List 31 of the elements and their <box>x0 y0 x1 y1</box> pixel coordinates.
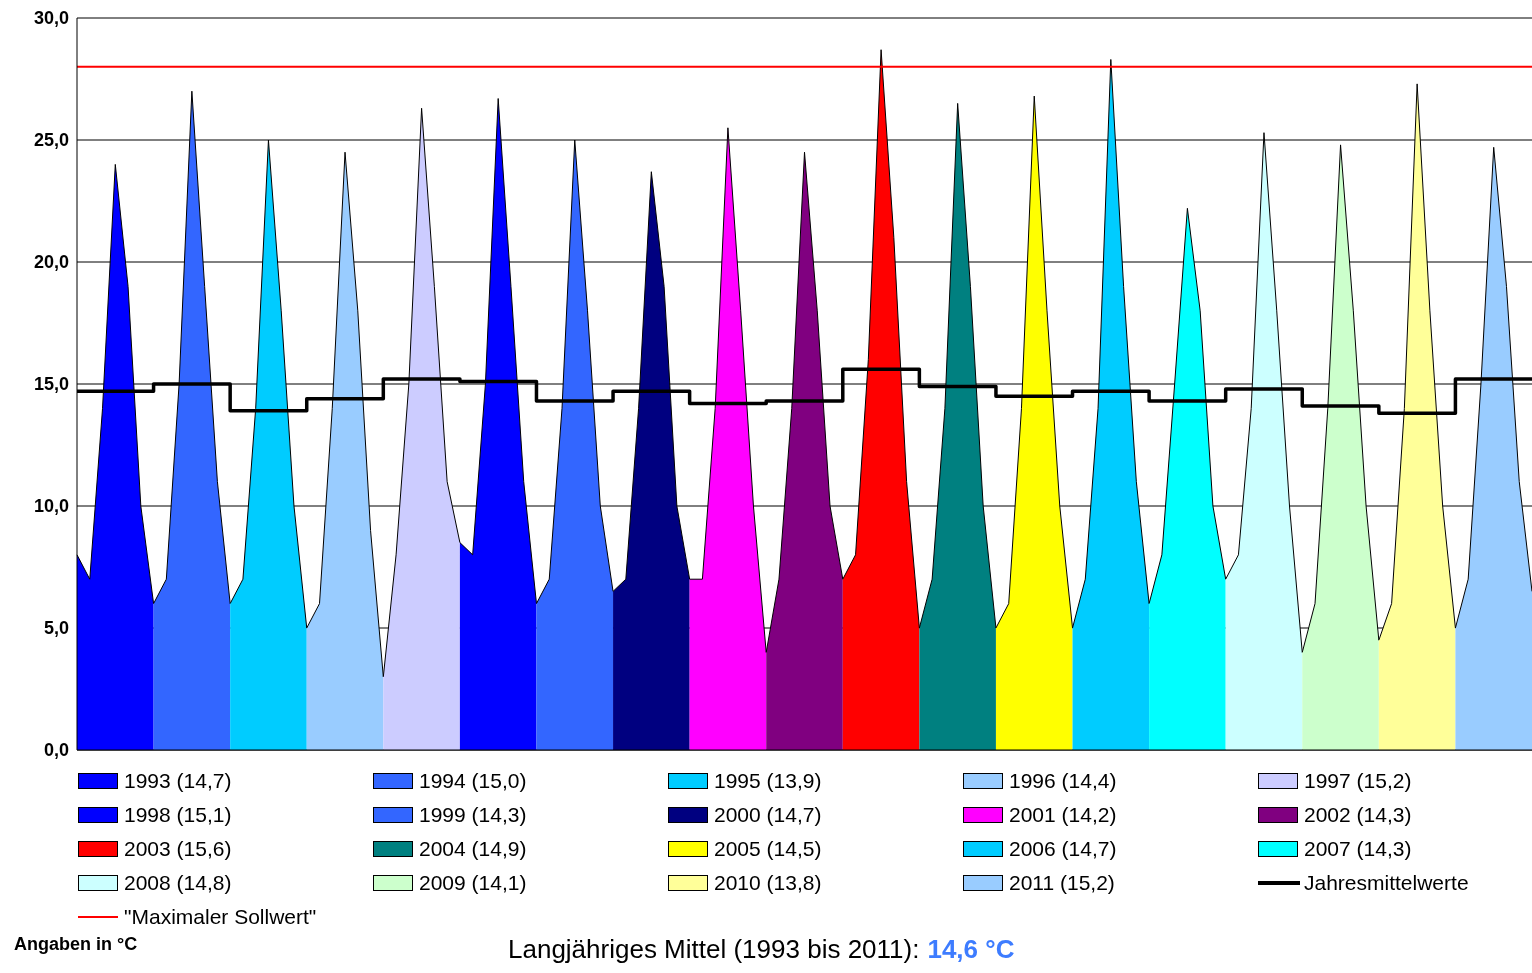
y-tick-label: 5,0 <box>43 618 69 639</box>
text: Langjähriges Mittel (1993 bis 2011): <box>508 934 920 964</box>
y-tick-label: 30,0 <box>33 8 69 29</box>
text: Angaben in °C <box>14 934 138 955</box>
legend-label: 1997 (15,2) <box>1304 769 1412 793</box>
legend-label: 2008 (14,8) <box>124 871 232 895</box>
legend-label: "Maximaler Sollwert" <box>124 905 317 929</box>
legend-label: 2000 (14,7) <box>714 803 822 827</box>
y-tick-label: 25,0 <box>33 130 69 151</box>
legend-label: 2003 (15,6) <box>124 837 232 861</box>
legend-label: 2001 (14,2) <box>1009 803 1117 827</box>
legend-label: 1996 (14,4) <box>1009 769 1117 793</box>
y-tick-label: 10,0 <box>33 496 69 517</box>
legend-label: 2006 (14,7) <box>1009 837 1117 861</box>
y-tick-label: 20,0 <box>33 252 69 273</box>
legend-label: 1994 (15,0) <box>419 769 527 793</box>
legend-label: 2007 (14,3) <box>1304 837 1412 861</box>
legend-label: 1999 (14,3) <box>419 803 527 827</box>
legend-label: 2002 (14,3) <box>1304 803 1412 827</box>
text: 14,6 °C <box>927 934 1015 964</box>
legend-label: 2004 (14,9) <box>419 837 527 861</box>
legend-label: 1998 (15,1) <box>124 803 232 827</box>
legend-label: 2010 (13,8) <box>714 871 822 895</box>
legend-label: 2005 (14,5) <box>714 837 822 861</box>
legend-label: 2011 (15,2) <box>1009 871 1115 895</box>
legend-label: 2009 (14,1) <box>419 871 527 895</box>
y-tick-label: 0,0 <box>43 740 69 761</box>
y-tick-label: 15,0 <box>33 374 69 395</box>
legend-label: 1995 (13,9) <box>714 769 822 793</box>
legend-label: Jahresmittelwerte <box>1304 871 1469 895</box>
legend-label: 1993 (14,7) <box>124 769 232 793</box>
